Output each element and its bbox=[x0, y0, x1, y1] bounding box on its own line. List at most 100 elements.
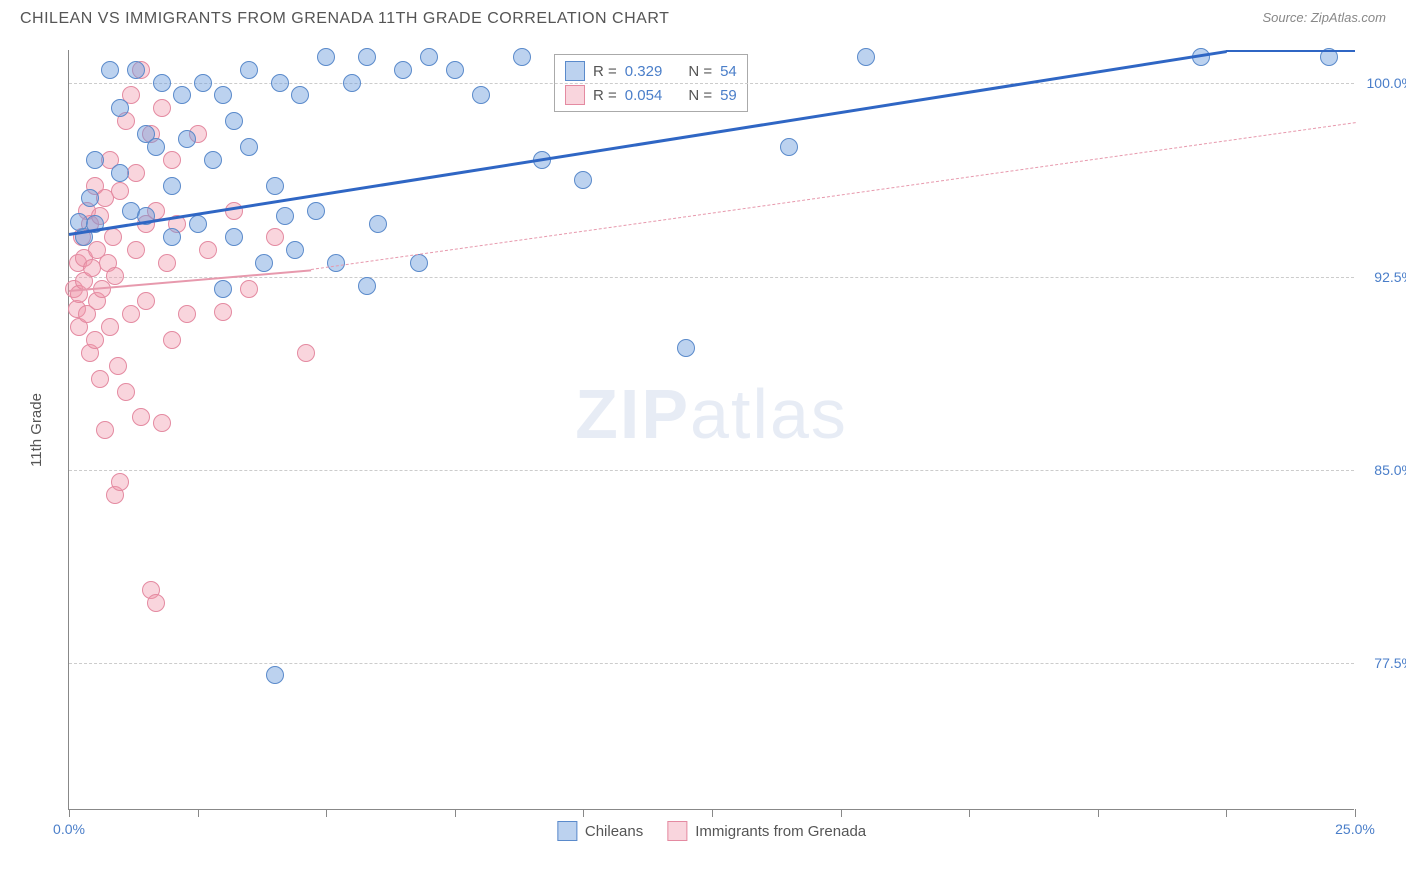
x-tick bbox=[1226, 809, 1227, 817]
x-tick bbox=[1098, 809, 1099, 817]
data-point bbox=[96, 421, 114, 439]
data-point bbox=[127, 241, 145, 259]
scatter-chart: ZIPatlas R =0.329N =54R =0.054N =59 Chil… bbox=[68, 50, 1354, 810]
y-tick-label: 92.5% bbox=[1359, 269, 1406, 285]
data-point bbox=[358, 277, 376, 295]
data-point bbox=[111, 164, 129, 182]
data-point bbox=[122, 305, 140, 323]
data-point bbox=[163, 177, 181, 195]
data-point bbox=[214, 303, 232, 321]
data-point bbox=[137, 292, 155, 310]
x-tick-label: 0.0% bbox=[53, 821, 85, 837]
data-point bbox=[394, 61, 412, 79]
x-tick bbox=[841, 809, 842, 817]
data-point bbox=[132, 408, 150, 426]
stat-n-value: 54 bbox=[720, 63, 737, 80]
data-point bbox=[574, 171, 592, 189]
data-point bbox=[163, 331, 181, 349]
data-point bbox=[240, 138, 258, 156]
stat-r-value: 0.054 bbox=[625, 87, 663, 104]
data-point bbox=[104, 228, 122, 246]
data-point bbox=[317, 48, 335, 66]
data-point bbox=[271, 74, 289, 92]
chart-legend: Chileans Immigrants from Grenada bbox=[557, 821, 866, 841]
gridline bbox=[69, 277, 1354, 278]
data-point bbox=[214, 280, 232, 298]
stat-row: R =0.329N =54 bbox=[565, 59, 737, 83]
x-tick bbox=[1355, 809, 1356, 817]
data-point bbox=[240, 280, 258, 298]
y-axis-label: 11th Grade bbox=[28, 393, 45, 467]
y-tick-label: 100.0% bbox=[1359, 75, 1406, 91]
legend-swatch bbox=[557, 821, 577, 841]
data-point bbox=[153, 414, 171, 432]
stat-n-label: N = bbox=[688, 63, 712, 80]
trend-line bbox=[1226, 50, 1355, 52]
data-point bbox=[204, 151, 222, 169]
x-tick bbox=[326, 809, 327, 817]
data-point bbox=[127, 61, 145, 79]
data-point bbox=[225, 112, 243, 130]
x-tick-label: 25.0% bbox=[1335, 821, 1375, 837]
legend-label: Chileans bbox=[585, 823, 643, 840]
data-point bbox=[291, 86, 309, 104]
data-point bbox=[472, 86, 490, 104]
data-point bbox=[446, 61, 464, 79]
data-point bbox=[111, 99, 129, 117]
stat-r-label: R = bbox=[593, 63, 617, 80]
data-point bbox=[106, 267, 124, 285]
data-point bbox=[327, 254, 345, 272]
legend-item: Chileans bbox=[557, 821, 643, 841]
data-point bbox=[127, 164, 145, 182]
x-tick bbox=[69, 809, 70, 817]
data-point bbox=[158, 254, 176, 272]
trend-line bbox=[311, 122, 1355, 270]
y-tick-label: 77.5% bbox=[1359, 655, 1406, 671]
data-point bbox=[178, 130, 196, 148]
x-tick bbox=[455, 809, 456, 817]
data-point bbox=[101, 61, 119, 79]
data-point bbox=[266, 177, 284, 195]
data-point bbox=[189, 215, 207, 233]
x-tick bbox=[583, 809, 584, 817]
gridline bbox=[69, 83, 1354, 84]
data-point bbox=[255, 254, 273, 272]
data-point bbox=[178, 305, 196, 323]
gridline bbox=[69, 663, 1354, 664]
legend-swatch bbox=[667, 821, 687, 841]
data-point bbox=[147, 138, 165, 156]
stat-n-label: N = bbox=[688, 87, 712, 104]
stat-r-label: R = bbox=[593, 87, 617, 104]
data-point bbox=[240, 61, 258, 79]
x-tick bbox=[198, 809, 199, 817]
data-point bbox=[307, 202, 325, 220]
data-point bbox=[286, 241, 304, 259]
data-point bbox=[225, 228, 243, 246]
data-point bbox=[780, 138, 798, 156]
gridline bbox=[69, 470, 1354, 471]
data-point bbox=[420, 48, 438, 66]
data-point bbox=[297, 344, 315, 362]
data-point bbox=[109, 357, 127, 375]
x-tick bbox=[969, 809, 970, 817]
legend-swatch bbox=[565, 61, 585, 81]
data-point bbox=[163, 228, 181, 246]
data-point bbox=[153, 74, 171, 92]
data-point bbox=[86, 331, 104, 349]
data-point bbox=[343, 74, 361, 92]
data-point bbox=[91, 370, 109, 388]
y-tick-label: 85.0% bbox=[1359, 462, 1406, 478]
data-point bbox=[358, 48, 376, 66]
data-point bbox=[369, 215, 387, 233]
data-point bbox=[677, 339, 695, 357]
data-point bbox=[410, 254, 428, 272]
data-point bbox=[266, 666, 284, 684]
data-point bbox=[81, 189, 99, 207]
data-point bbox=[199, 241, 217, 259]
data-point bbox=[513, 48, 531, 66]
stat-n-value: 59 bbox=[720, 87, 737, 104]
legend-item: Immigrants from Grenada bbox=[667, 821, 866, 841]
data-point bbox=[117, 383, 135, 401]
stat-row: R = 0.054 N = 59 bbox=[565, 83, 737, 107]
data-point bbox=[101, 318, 119, 336]
